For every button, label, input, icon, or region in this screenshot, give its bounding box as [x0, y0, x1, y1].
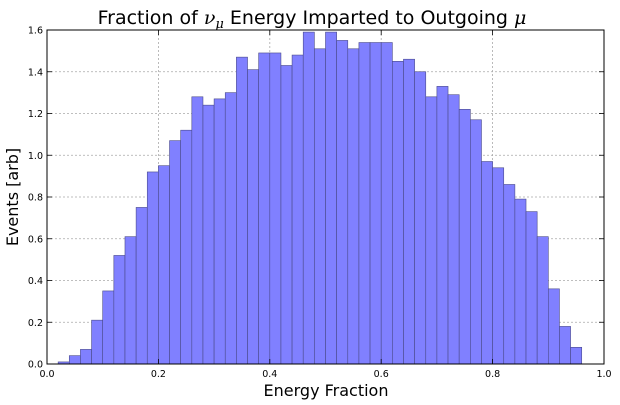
histogram-bar: [470, 119, 482, 365]
x-tick-label: 0.8: [485, 369, 500, 380]
title-symbol-nu: ν: [204, 7, 216, 29]
histogram-bar: [146, 171, 159, 365]
histogram-bar: [135, 207, 148, 365]
histogram-bar: [191, 96, 204, 365]
title-symbol-nu-subscript: μ: [215, 17, 223, 32]
histogram-bar: [80, 349, 92, 365]
histogram-bar: [503, 184, 516, 365]
x-tick-label: 0.0: [39, 369, 54, 380]
histogram-bar: [302, 31, 315, 365]
histogram-bar: [236, 56, 248, 365]
histogram-bar: [458, 109, 471, 365]
y-tick-label: 0.8: [28, 193, 43, 204]
histogram-bar: [68, 355, 81, 365]
histogram-bar: [447, 94, 460, 365]
histogram-bar: [291, 54, 304, 365]
histogram-bar: [280, 65, 293, 365]
histogram-bar: [258, 52, 271, 365]
x-tick-label: 0.6: [374, 369, 389, 380]
histogram-bar: [414, 71, 427, 365]
histogram-bar: [325, 31, 337, 365]
x-tick-label: 0.2: [151, 369, 166, 380]
y-tick-label: 1.0: [28, 151, 43, 162]
histogram-bar: [180, 129, 193, 365]
histogram-bar: [492, 167, 505, 365]
histogram-bar: [124, 236, 137, 365]
y-tick-label: 0.4: [28, 276, 43, 287]
histogram-bar: [347, 48, 360, 365]
x-axis-label: Energy Fraction: [264, 381, 389, 400]
histogram-bar: [380, 42, 393, 365]
histogram-bar: [392, 61, 404, 365]
histogram-bar: [158, 165, 170, 365]
histogram-bar: [336, 40, 349, 365]
histogram-bar: [425, 96, 438, 365]
histogram-bar: [559, 326, 571, 365]
histogram-bar: [547, 288, 560, 365]
histogram-bar: [314, 48, 326, 365]
histogram-bar: [570, 346, 583, 365]
histogram-bar: [536, 236, 549, 365]
histogram-bar: [91, 319, 103, 365]
x-tick-label: 0.4: [262, 369, 277, 380]
ticks: 0.0 0.2 0.4 0.6 0.8 1.0 0.0 0.2 0.4 0.6 0.8 1.0 1.2 1…: [28, 26, 612, 381]
histogram-bar: [202, 104, 215, 365]
bars: [57, 31, 583, 365]
title-middle: Energy Imparted to Outgoing: [224, 7, 514, 29]
y-tick-label: 0.0: [28, 360, 43, 371]
histogram-bar: [169, 140, 181, 365]
histogram-bar: [269, 52, 282, 365]
y-tick-label: 1.4: [28, 67, 43, 78]
title-symbol-mu: μ: [514, 7, 526, 29]
title-prefix: Fraction of: [98, 7, 204, 29]
x-tick-label: 1.0: [596, 369, 611, 380]
y-tick-label: 1.2: [28, 109, 43, 120]
histogram-bar: [224, 92, 237, 365]
chart-title: Fraction of νμ Energy Imparted to Outgoi…: [98, 7, 527, 32]
histogram-bar: [481, 161, 493, 365]
histogram-bar: [358, 42, 371, 365]
y-tick-label: 1.6: [28, 26, 43, 37]
histogram-bar: [247, 69, 259, 365]
histogram-bar: [113, 255, 126, 365]
y-axis-label: Events [arb]: [3, 148, 22, 246]
histogram-bar: [525, 211, 538, 365]
histogram-bar: [436, 86, 449, 365]
histogram-bar: [403, 58, 415, 365]
histogram-bar: [102, 290, 115, 365]
histogram-bar: [514, 198, 527, 365]
y-tick-label: 0.6: [28, 234, 43, 245]
y-tick-label: 0.2: [28, 318, 43, 329]
histogram-bar: [369, 42, 382, 365]
histogram-bar: [213, 98, 226, 365]
